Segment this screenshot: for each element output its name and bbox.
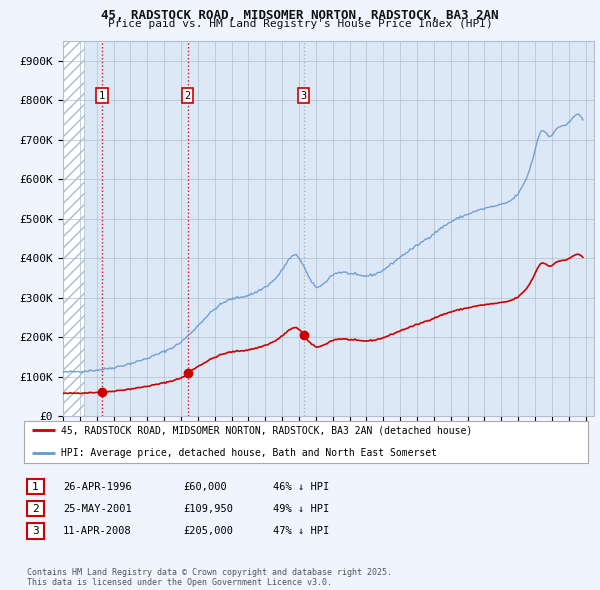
- Text: £205,000: £205,000: [183, 526, 233, 536]
- Text: 11-APR-2008: 11-APR-2008: [63, 526, 132, 536]
- Text: HPI: Average price, detached house, Bath and North East Somerset: HPI: Average price, detached house, Bath…: [61, 448, 437, 458]
- Text: 45, RADSTOCK ROAD, MIDSOMER NORTON, RADSTOCK, BA3 2AN: 45, RADSTOCK ROAD, MIDSOMER NORTON, RADS…: [101, 9, 499, 22]
- Text: 26-APR-1996: 26-APR-1996: [63, 482, 132, 491]
- Text: 25-MAY-2001: 25-MAY-2001: [63, 504, 132, 513]
- Text: 1: 1: [32, 482, 39, 491]
- Bar: [63, 41, 84, 416]
- Text: 2: 2: [185, 91, 191, 101]
- Text: 1: 1: [99, 91, 105, 101]
- Text: 2: 2: [32, 504, 39, 513]
- Text: 49% ↓ HPI: 49% ↓ HPI: [273, 504, 329, 513]
- Text: Price paid vs. HM Land Registry's House Price Index (HPI): Price paid vs. HM Land Registry's House …: [107, 19, 493, 29]
- Text: 3: 3: [301, 91, 307, 101]
- Text: 45, RADSTOCK ROAD, MIDSOMER NORTON, RADSTOCK, BA3 2AN (detached house): 45, RADSTOCK ROAD, MIDSOMER NORTON, RADS…: [61, 425, 472, 435]
- Text: £109,950: £109,950: [183, 504, 233, 513]
- Text: 47% ↓ HPI: 47% ↓ HPI: [273, 526, 329, 536]
- Text: 3: 3: [32, 526, 39, 536]
- Text: Contains HM Land Registry data © Crown copyright and database right 2025.
This d: Contains HM Land Registry data © Crown c…: [27, 568, 392, 587]
- Text: 46% ↓ HPI: 46% ↓ HPI: [273, 482, 329, 491]
- Bar: [63, 41, 84, 416]
- Text: £60,000: £60,000: [183, 482, 227, 491]
